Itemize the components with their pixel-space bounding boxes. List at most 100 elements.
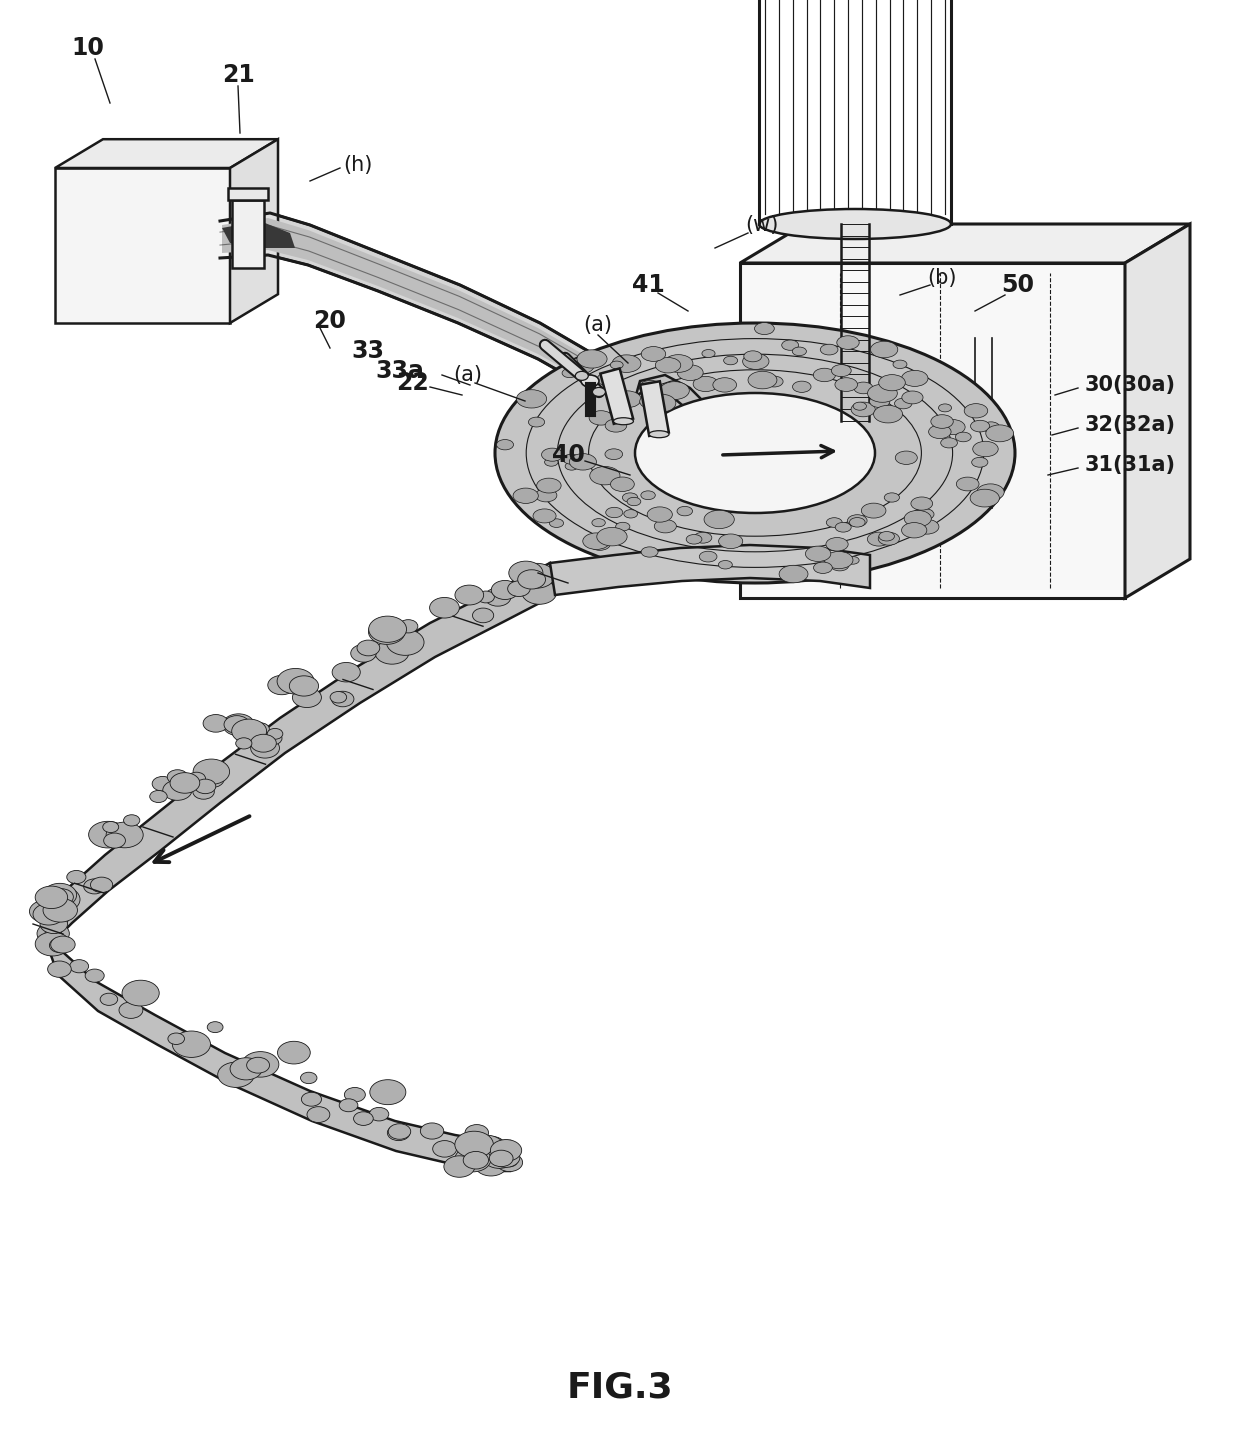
Ellipse shape bbox=[88, 821, 126, 848]
Ellipse shape bbox=[250, 734, 277, 752]
Ellipse shape bbox=[956, 478, 980, 491]
Ellipse shape bbox=[655, 519, 676, 532]
Ellipse shape bbox=[475, 1154, 507, 1176]
Ellipse shape bbox=[207, 1022, 223, 1033]
Ellipse shape bbox=[528, 417, 544, 427]
Ellipse shape bbox=[613, 355, 641, 372]
Ellipse shape bbox=[83, 879, 105, 893]
Ellipse shape bbox=[895, 452, 918, 465]
Polygon shape bbox=[600, 368, 634, 424]
Ellipse shape bbox=[331, 691, 353, 707]
Ellipse shape bbox=[971, 420, 990, 431]
Ellipse shape bbox=[520, 563, 554, 589]
Ellipse shape bbox=[713, 378, 737, 392]
Ellipse shape bbox=[577, 349, 608, 368]
Ellipse shape bbox=[232, 719, 267, 743]
Ellipse shape bbox=[610, 478, 635, 492]
Ellipse shape bbox=[522, 580, 557, 605]
Ellipse shape bbox=[754, 323, 774, 335]
Ellipse shape bbox=[537, 478, 562, 494]
Ellipse shape bbox=[507, 582, 531, 596]
Ellipse shape bbox=[150, 791, 167, 802]
Ellipse shape bbox=[826, 538, 848, 551]
Text: 41: 41 bbox=[631, 273, 665, 297]
Ellipse shape bbox=[536, 489, 557, 502]
Ellipse shape bbox=[986, 424, 1013, 442]
Ellipse shape bbox=[153, 776, 174, 791]
Ellipse shape bbox=[472, 608, 494, 623]
Ellipse shape bbox=[614, 417, 634, 424]
Text: (h): (h) bbox=[343, 154, 373, 175]
Ellipse shape bbox=[172, 1030, 211, 1058]
Ellipse shape bbox=[103, 821, 119, 833]
Ellipse shape bbox=[496, 440, 513, 450]
Ellipse shape bbox=[203, 714, 228, 732]
Ellipse shape bbox=[485, 589, 511, 606]
Ellipse shape bbox=[677, 506, 693, 515]
Text: 33: 33 bbox=[351, 339, 384, 364]
Ellipse shape bbox=[939, 404, 951, 411]
Ellipse shape bbox=[940, 420, 965, 434]
Ellipse shape bbox=[193, 785, 215, 799]
Polygon shape bbox=[1125, 224, 1190, 597]
Ellipse shape bbox=[479, 1137, 505, 1154]
Ellipse shape bbox=[455, 1147, 491, 1172]
Ellipse shape bbox=[37, 922, 69, 945]
Ellipse shape bbox=[242, 1052, 279, 1076]
Ellipse shape bbox=[170, 772, 200, 794]
Ellipse shape bbox=[370, 1107, 389, 1121]
Ellipse shape bbox=[589, 537, 610, 550]
Ellipse shape bbox=[627, 498, 641, 505]
Text: 22: 22 bbox=[396, 371, 428, 395]
Ellipse shape bbox=[399, 619, 418, 633]
Ellipse shape bbox=[477, 592, 495, 603]
Ellipse shape bbox=[289, 675, 319, 696]
Ellipse shape bbox=[100, 993, 118, 1006]
Ellipse shape bbox=[647, 506, 672, 522]
Ellipse shape bbox=[646, 394, 676, 413]
Ellipse shape bbox=[518, 570, 546, 589]
Ellipse shape bbox=[878, 532, 899, 545]
Ellipse shape bbox=[686, 534, 702, 544]
Ellipse shape bbox=[765, 377, 784, 387]
Ellipse shape bbox=[122, 980, 159, 1006]
Ellipse shape bbox=[50, 938, 71, 952]
Ellipse shape bbox=[977, 483, 1004, 501]
Ellipse shape bbox=[743, 354, 769, 369]
Ellipse shape bbox=[901, 371, 928, 387]
Ellipse shape bbox=[568, 358, 594, 374]
Ellipse shape bbox=[308, 1107, 330, 1123]
Ellipse shape bbox=[915, 508, 934, 519]
Ellipse shape bbox=[862, 504, 885, 518]
Ellipse shape bbox=[605, 449, 622, 459]
Ellipse shape bbox=[91, 877, 113, 893]
Ellipse shape bbox=[569, 453, 596, 470]
Ellipse shape bbox=[50, 889, 73, 905]
Ellipse shape bbox=[300, 1072, 317, 1084]
Ellipse shape bbox=[724, 356, 738, 365]
Ellipse shape bbox=[941, 437, 957, 447]
Ellipse shape bbox=[563, 455, 580, 465]
Ellipse shape bbox=[444, 1156, 475, 1177]
Ellipse shape bbox=[368, 616, 407, 642]
Ellipse shape bbox=[693, 377, 718, 391]
Ellipse shape bbox=[565, 462, 578, 470]
Ellipse shape bbox=[496, 1153, 522, 1172]
Ellipse shape bbox=[894, 398, 911, 408]
Ellipse shape bbox=[43, 883, 77, 906]
Ellipse shape bbox=[466, 1143, 491, 1160]
Ellipse shape bbox=[748, 371, 777, 388]
Ellipse shape bbox=[218, 1062, 254, 1088]
Text: 32(32a): 32(32a) bbox=[1085, 416, 1176, 434]
Ellipse shape bbox=[500, 1141, 516, 1153]
Ellipse shape bbox=[491, 580, 518, 599]
Ellipse shape bbox=[694, 532, 712, 543]
Text: 33a: 33a bbox=[376, 359, 424, 382]
Ellipse shape bbox=[433, 1140, 456, 1157]
Ellipse shape bbox=[792, 381, 811, 392]
Ellipse shape bbox=[869, 395, 890, 407]
Polygon shape bbox=[219, 214, 640, 413]
Ellipse shape bbox=[345, 1088, 366, 1102]
Ellipse shape bbox=[610, 361, 624, 369]
Ellipse shape bbox=[837, 336, 859, 349]
